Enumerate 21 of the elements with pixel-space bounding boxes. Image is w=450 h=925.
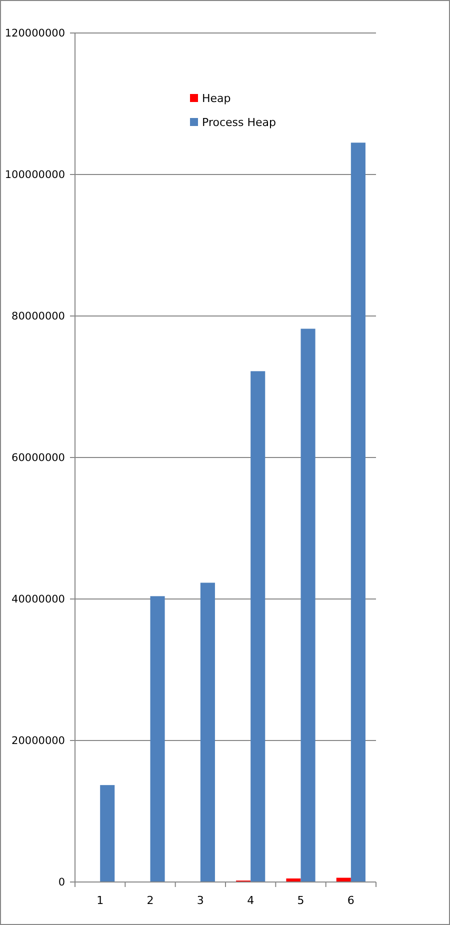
x-tick-label: 3 [196, 894, 204, 907]
x-tick-label: 4 [247, 894, 254, 907]
y-tick-label: 20000000 [12, 735, 65, 748]
bar [350, 142, 366, 882]
y-tick-label: 0 [58, 876, 65, 889]
legend-label: Process Heap [202, 116, 276, 129]
y-tick-label: 60000000 [12, 452, 65, 464]
x-tick-label: 1 [96, 894, 104, 907]
bar [200, 582, 215, 882]
y-tick-label: 40000000 [12, 594, 65, 606]
x-tick-label: 6 [347, 894, 354, 907]
bar [100, 785, 115, 882]
bar [300, 328, 316, 882]
x-tick-label: 2 [146, 894, 154, 907]
bar [250, 371, 266, 882]
bar [150, 596, 165, 882]
y-tick-label: 100000000 [4, 169, 65, 182]
y-tick-label: 80000000 [12, 310, 65, 323]
legend-label: Heap [202, 92, 231, 105]
y-tick-label: 120000000 [4, 28, 65, 40]
x-tick-label: 5 [297, 894, 304, 907]
